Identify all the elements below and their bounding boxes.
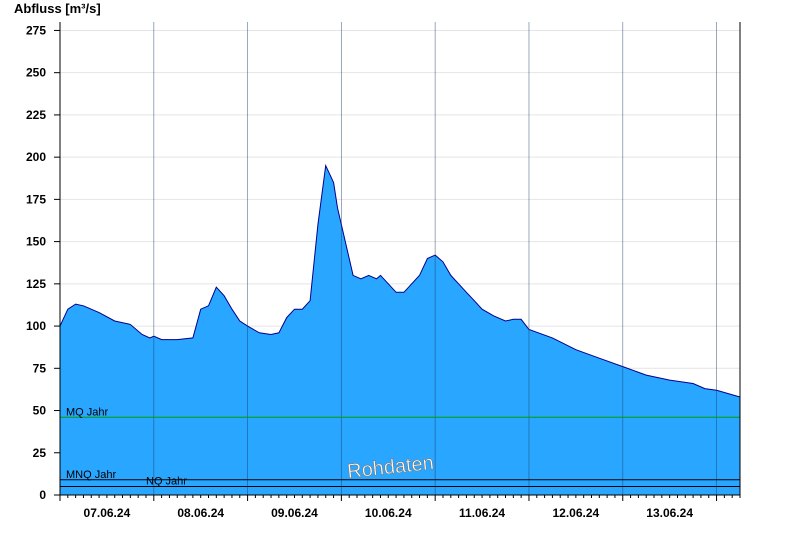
x-tick-label: 09.06.24 <box>271 506 318 520</box>
y-tick-label: 175 <box>26 192 46 206</box>
x-tick-label: 13.06.24 <box>646 506 693 520</box>
y-tick-label: 50 <box>33 404 47 418</box>
reference-line-label: MNQ Jahr <box>66 469 116 481</box>
y-tick-label: 75 <box>33 361 47 375</box>
discharge-area <box>59 163 741 495</box>
y-tick-label: 125 <box>26 277 46 291</box>
y-tick-label: 100 <box>26 319 46 333</box>
y-tick-label: 275 <box>26 23 46 37</box>
x-tick-label: 08.06.24 <box>177 506 224 520</box>
reference-lines: MQ Jahr MNQ Jahr NQ Jahr <box>60 406 740 488</box>
x-tick-label: 12.06.24 <box>553 506 600 520</box>
x-tick-label: 10.06.24 <box>365 506 412 520</box>
y-tick-label: 250 <box>26 66 46 80</box>
x-tick-label: 11.06.24 <box>459 506 505 520</box>
discharge-line <box>59 163 741 398</box>
y-tick-label: 225 <box>26 108 46 122</box>
y-tick-label: 0 <box>39 488 46 502</box>
discharge-area-fill <box>60 165 740 495</box>
reference-line-label: NQ Jahr <box>146 476 187 488</box>
y-tick-label: 150 <box>26 235 46 249</box>
axes <box>59 22 741 496</box>
y-axis-ticks: 0 25 50 75 100 125 150 175 200 225 250 275 <box>26 23 60 502</box>
y-axis-title: Abfluss [m³/s] <box>14 1 101 16</box>
y-tick-label: 200 <box>26 150 46 164</box>
x-axis-ticks: 07.06.24 08.06.24 09.06.24 10.06.24 11.06.24… <box>59 495 741 520</box>
reference-line-label: MQ Jahr <box>66 406 109 418</box>
y-tick-label: 25 <box>33 446 47 460</box>
x-tick-label: 07.06.24 <box>84 506 131 520</box>
day-gridlines <box>153 22 717 495</box>
